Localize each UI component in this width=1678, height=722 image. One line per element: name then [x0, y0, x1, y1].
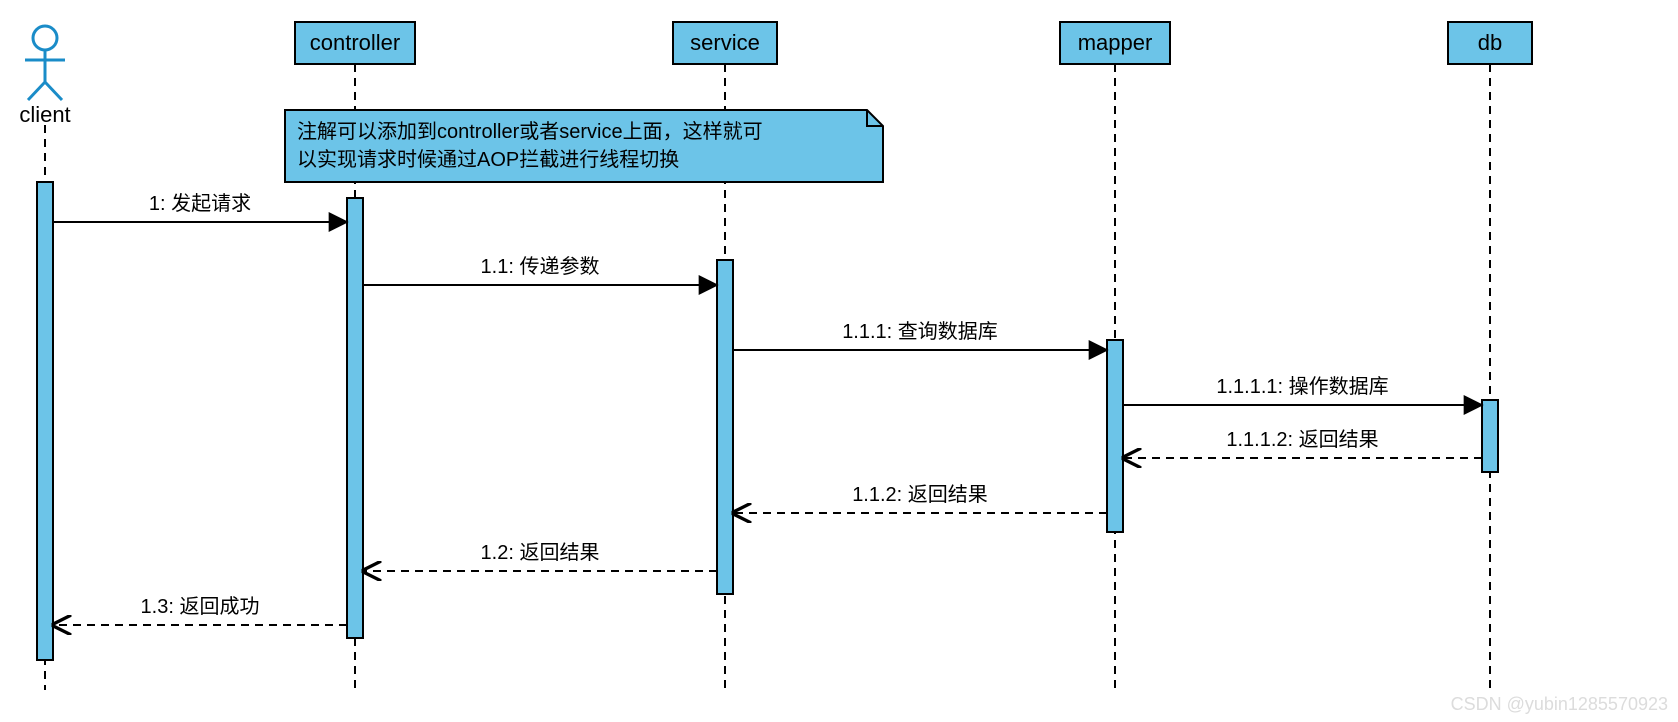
participant-mapper: mapper — [1060, 22, 1170, 64]
participant-client-label: client — [19, 102, 70, 127]
activation-service — [717, 260, 733, 594]
message-label-m12: 1.2: 返回结果 — [481, 541, 600, 564]
message-label-m112: 1.1.2: 返回结果 — [852, 483, 988, 506]
note-line1: 注解可以添加到controller或者service上面，这样就可 — [297, 120, 763, 143]
activation-controller — [347, 198, 363, 638]
activation-db — [1482, 400, 1498, 472]
message-label-m11: 1.1: 传递参数 — [481, 255, 600, 278]
sequence-diagram: client controller service mapper db 注解可以… — [0, 0, 1678, 722]
watermark-text: CSDN @yubin1285570923 — [1451, 694, 1668, 714]
messages-group: 1: 发起请求 1.1: 传递参数 1.1.1: 查询数据库 1.1.1.1: 操作数… — [53, 192, 1482, 625]
participant-service: service — [673, 22, 777, 64]
participant-service-label: service — [690, 30, 760, 55]
message-label-m1111: 1.1.1.1: 操作数据库 — [1216, 375, 1388, 398]
participant-db-label: db — [1478, 30, 1502, 55]
participant-db: db — [1448, 22, 1532, 64]
participant-controller-label: controller — [310, 30, 400, 55]
message-label-m1: 1: 发起请求 — [149, 192, 251, 215]
message-label-m13: 1.3: 返回成功 — [141, 595, 260, 618]
message-label-m1112: 1.1.1.2: 返回结果 — [1226, 428, 1378, 451]
participant-controller: controller — [295, 22, 415, 64]
participant-mapper-label: mapper — [1078, 30, 1153, 55]
note-annotation: 注解可以添加到controller或者service上面，这样就可 以实现请求时… — [285, 110, 883, 182]
note-line2: 以实现请求时候通过AOP拦截进行线程切换 — [297, 148, 679, 171]
activation-client — [37, 182, 53, 660]
message-label-m111: 1.1.1: 查询数据库 — [842, 320, 998, 343]
activation-mapper — [1107, 340, 1123, 532]
participant-client: client — [19, 26, 70, 127]
